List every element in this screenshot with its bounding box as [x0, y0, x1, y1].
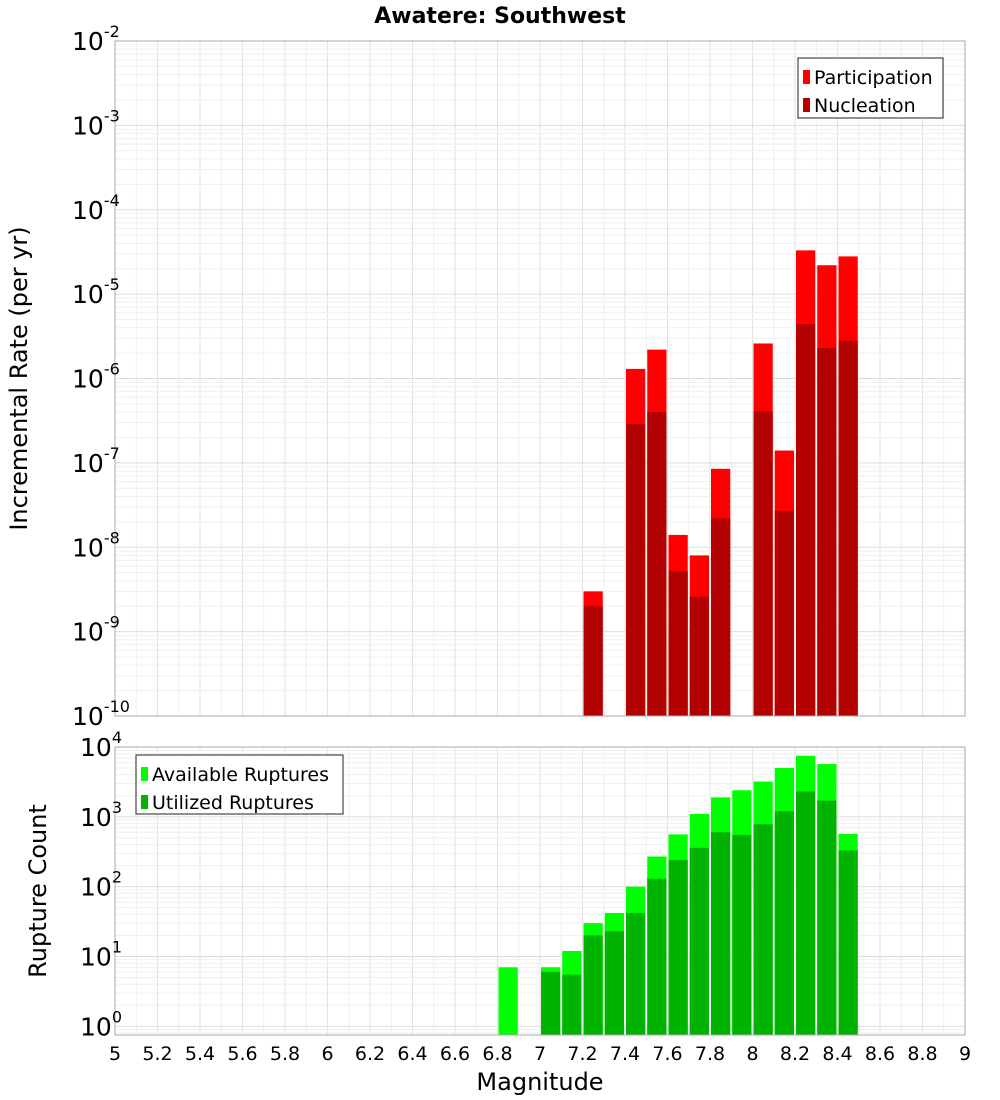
count-y-tick-label: 100 [80, 1007, 122, 1041]
rate-y-tick-label: 10-6 [72, 360, 120, 394]
x-tick-label: 7 [534, 1043, 546, 1065]
count-bar-b [647, 878, 667, 1035]
rate-bar-b [753, 411, 773, 716]
rate-bar-b [668, 571, 688, 716]
count-y-tick-label: 101 [80, 937, 122, 971]
rate-bar-b [711, 518, 731, 716]
count-bar-b [774, 811, 794, 1035]
x-tick-label: 9 [959, 1043, 971, 1065]
rate-y-tick-label: 10-4 [72, 191, 120, 225]
rate-y-tick-label: 10-3 [72, 106, 120, 140]
top-y-axis-title: Incremental Rate (per yr) [5, 226, 33, 530]
count-bar-b [626, 912, 646, 1035]
x-tick-label: 7.6 [652, 1043, 682, 1065]
count-bar-b [541, 971, 561, 1035]
rate-bar-b [817, 347, 837, 716]
count-bar-b [711, 832, 731, 1035]
x-tick-label: 5.2 [142, 1043, 172, 1065]
rate-bar-b [774, 510, 794, 716]
rate-legend-swatch [803, 98, 810, 112]
rate-bar-b [647, 412, 667, 716]
count-legend-swatch [141, 795, 148, 809]
count-bar-b [668, 860, 688, 1035]
rate-bar-b [689, 596, 709, 716]
count-bar-b [753, 824, 773, 1035]
count-bar-b [583, 935, 603, 1035]
x-tick-label: 8.4 [822, 1043, 852, 1065]
x-tick-label: 5.8 [270, 1043, 300, 1065]
x-tick-label: 8.8 [907, 1043, 937, 1065]
count-bar-b [838, 850, 858, 1035]
count-bar-a [498, 967, 518, 1035]
rate-y-tick-label: 10-8 [72, 528, 120, 562]
x-tick-label: 6.4 [397, 1043, 427, 1065]
count-legend-label: Available Ruptures [152, 764, 329, 786]
x-tick-label: 6.2 [355, 1043, 385, 1065]
rate-y-tick-label: 10-5 [72, 275, 120, 309]
x-tick-label: 6 [321, 1043, 333, 1065]
rate-legend-swatch [803, 70, 810, 84]
x-tick-label: 5.6 [227, 1043, 257, 1065]
bottom-plot-frame [114, 746, 966, 1036]
x-tick-label: 8.2 [780, 1043, 810, 1065]
x-tick-label: 8.6 [865, 1043, 895, 1065]
count-bar-b [562, 974, 582, 1035]
x-tick-label: 5 [109, 1043, 121, 1065]
x-tick-label: 8 [746, 1043, 758, 1065]
x-tick-label: 7.4 [610, 1043, 640, 1065]
bottom-y-axis-title: Rupture Count [24, 804, 52, 978]
count-legend [135, 754, 344, 815]
count-bar-b [817, 800, 837, 1035]
rate-legend-label: Participation [814, 67, 933, 89]
rate-bar-b [583, 606, 603, 716]
rate-y-tick-label: 10-2 [72, 22, 120, 56]
count-bar-b [796, 791, 816, 1035]
count-bar-b [732, 834, 752, 1035]
rate-y-tick-label: 10-7 [72, 444, 120, 478]
x-tick-label: 5.4 [185, 1043, 215, 1065]
rate-legend-label: Nucleation [814, 95, 916, 117]
count-y-tick-label: 103 [80, 798, 122, 832]
count-bar-b [604, 931, 624, 1035]
x-tick-label: 6.6 [440, 1043, 470, 1065]
rate-bar-b [626, 423, 646, 716]
x-tick-label: 7.2 [567, 1043, 597, 1065]
count-legend-label: Utilized Ruptures [152, 792, 314, 814]
rate-bar-b [796, 324, 816, 716]
rate-y-tick-label: 10-10 [72, 697, 130, 731]
x-axis-title: Magnitude [476, 1068, 603, 1096]
x-tick-label: 7.8 [695, 1043, 725, 1065]
chart-title: Awatere: Southwest [374, 4, 626, 29]
count-y-tick-label: 104 [80, 728, 122, 762]
rate-legend [797, 57, 944, 119]
count-y-tick-label: 102 [80, 868, 122, 902]
top-plot-frame [114, 40, 966, 717]
count-bar-b [689, 847, 709, 1035]
rate-y-tick-label: 10-9 [72, 613, 120, 647]
rate-bar-b [838, 340, 858, 716]
x-tick-label: 6.8 [482, 1043, 512, 1065]
count-legend-swatch [141, 767, 148, 781]
